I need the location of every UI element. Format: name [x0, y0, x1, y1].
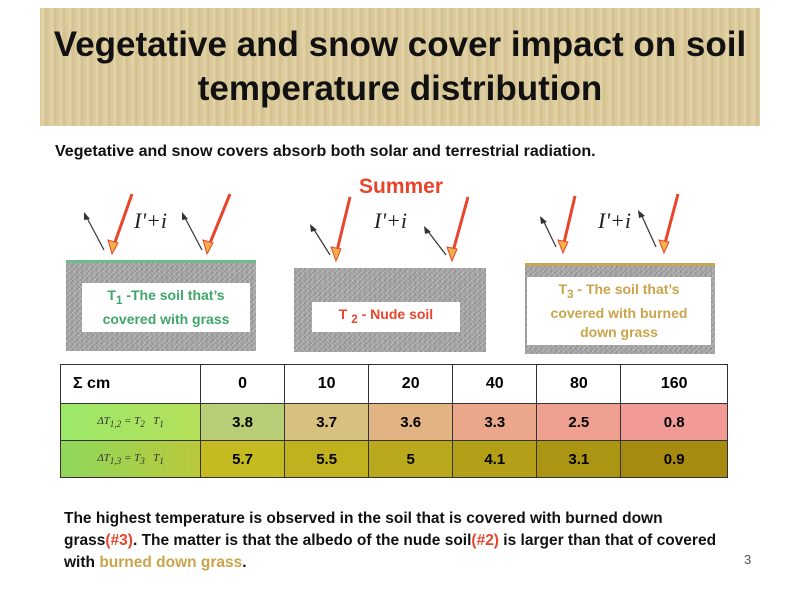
header-cell: 40: [452, 364, 538, 404]
season-label: Summer: [359, 175, 444, 198]
solar-arrow-head: [202, 239, 214, 256]
header-cell-depth: Σ cm: [60, 364, 201, 404]
table-header-row: Σ cm 0 10 20 40 80 160: [60, 364, 728, 404]
soil-label-burned: T3 - The soil that’s covered with burned…: [527, 277, 711, 345]
reflected-arrow: [426, 229, 447, 256]
conclusion-ref-2: (#2): [471, 532, 499, 549]
reflected-arrow-head: [182, 212, 188, 220]
header-cell: 0: [199, 364, 286, 404]
reflected-arrow: [542, 219, 557, 248]
radiation-formula-3: I'+i: [598, 208, 631, 233]
row-formula-delta-t12: ΔT1,2 = T2 T1: [60, 403, 201, 441]
reflected-arrow: [85, 215, 105, 251]
conclusion-ref-3: (#3): [105, 532, 133, 549]
title-line-1: Vegetative and snow cover impact on soil: [53, 25, 747, 64]
conclusion-highlight: burned down grass: [99, 554, 243, 571]
table-cell: 5: [368, 440, 454, 478]
solar-arrow-head: [658, 239, 670, 255]
table-cell: 3.3: [452, 403, 538, 441]
table-cell: 3.6: [368, 403, 454, 441]
solar-arrow-head: [557, 239, 569, 255]
solar-arrow: [662, 193, 680, 248]
header-cell: 80: [536, 364, 622, 404]
page-number: 3: [744, 552, 752, 567]
table-cell: 5.7: [199, 440, 286, 478]
soil-label-grass: T1 -The soil that’s covered with grass: [82, 283, 250, 332]
reflected-arrow-head: [84, 212, 90, 220]
solar-arrow: [206, 193, 232, 249]
solar-arrow-head: [446, 246, 458, 263]
header-cell: 10: [284, 364, 370, 404]
table-cell: 3.1: [536, 440, 622, 478]
table-row: ΔT1,2 = T2 T1 3.8 3.7 3.6 3.3 2.5 0.8: [60, 403, 728, 441]
conclusion-part-3: is larger than that of covered with: [64, 532, 717, 571]
reflected-arrow-head: [310, 224, 317, 232]
solar-arrow-head: [330, 246, 342, 263]
conclusion-part-2: . The matter is that the albedo of the n…: [132, 532, 472, 549]
conclusion-part-4: .: [242, 554, 247, 571]
soil-label-nude: T 2 - Nude soil: [312, 302, 460, 332]
radiation-formula-2: I'+i: [374, 208, 407, 233]
table-cell: 3.8: [199, 403, 286, 441]
solar-arrow: [450, 196, 470, 256]
radiation-formula-1: I'+i: [134, 208, 167, 233]
table-cell: 5.5: [284, 440, 370, 478]
reflected-arrow-head: [638, 210, 645, 218]
table-cell: 3.7: [284, 403, 370, 441]
table-cell: 4.1: [452, 440, 538, 478]
solar-arrow: [561, 195, 577, 248]
solar-arrow: [334, 196, 352, 256]
reflected-arrow: [183, 215, 203, 251]
header-cell: 160: [620, 364, 728, 404]
title-line-2: temperature distribution: [197, 69, 603, 108]
row-formula-delta-t13: ΔT1,3 = T3 T1: [60, 440, 201, 478]
intro-text: Vegetative and snow covers absorb both s…: [55, 143, 596, 160]
reflected-arrow: [312, 227, 331, 256]
temperature-table: Σ cm 0 10 20 40 80 160 ΔT1,2 = T2 T1 3.8…: [60, 364, 728, 478]
reflected-arrow: [640, 213, 657, 248]
reflected-arrow-head: [424, 226, 431, 234]
table-row: ΔT1,3 = T3 T1 5.7 5.5 5 4.1 3.1 0.9: [60, 440, 728, 478]
conclusion-text: The highest temperature is observed in t…: [64, 508, 724, 574]
title-banner: Vegetative and snow cover impact on soil…: [40, 8, 760, 126]
header-cell: 20: [368, 364, 454, 404]
reflected-arrow-head: [540, 216, 547, 224]
table-cell: 0.8: [620, 403, 728, 441]
solar-arrow-head: [107, 239, 119, 256]
conclusion-part-1: The highest temperature is observed in t…: [64, 510, 663, 549]
table-cell: 0.9: [620, 440, 728, 478]
table-cell: 2.5: [536, 403, 622, 441]
solar-arrow: [111, 193, 134, 249]
